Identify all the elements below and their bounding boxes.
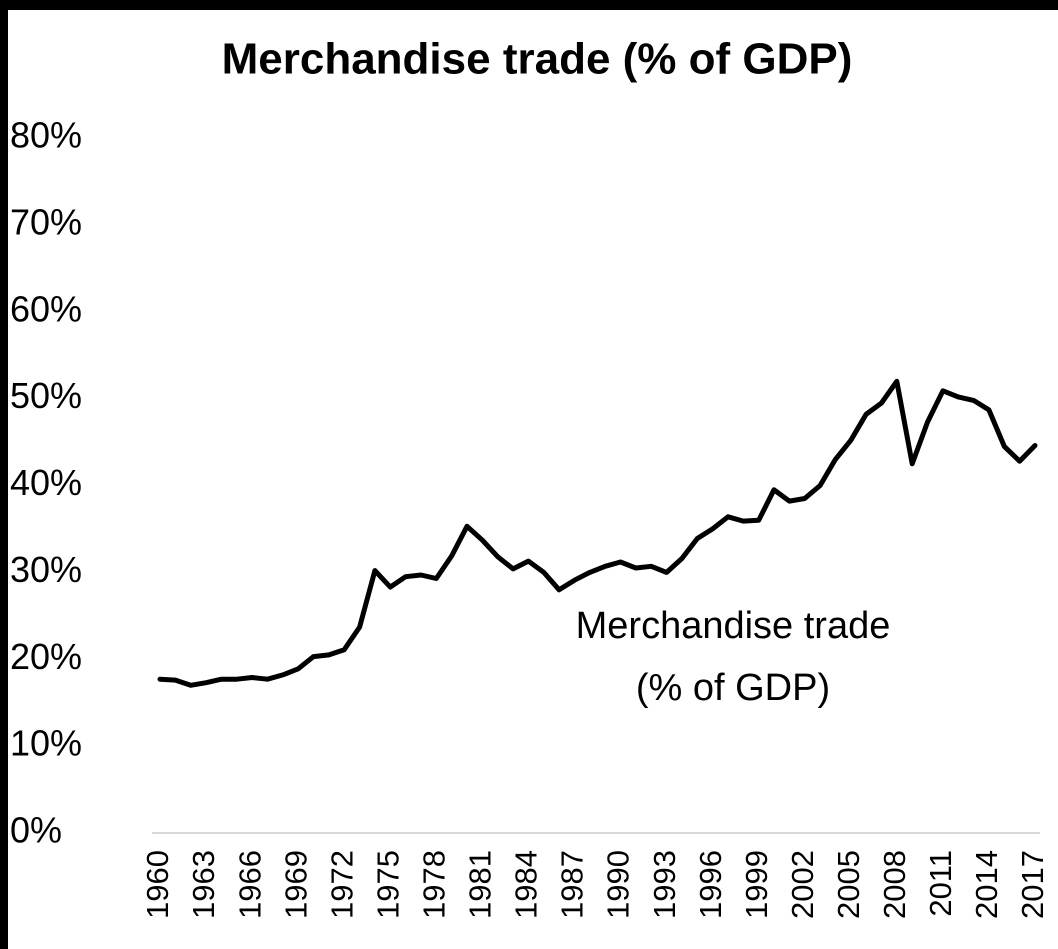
y-tick-label: 0%: [10, 810, 62, 851]
x-tick-label: 1969: [278, 850, 313, 919]
x-tick-label: 1987: [555, 850, 590, 919]
data-line: [157, 378, 1038, 688]
y-tick-label: 80%: [10, 115, 82, 156]
x-tick-label: 1993: [647, 850, 682, 919]
y-tick-label: 60%: [10, 288, 82, 329]
x-tick-label: 2002: [785, 850, 820, 919]
y-tick-label: 20%: [10, 636, 82, 677]
x-tick-label: 1990: [601, 850, 636, 919]
y-tick-label: 30%: [10, 549, 82, 590]
plot-background: [8, 10, 1058, 949]
x-tick-label: 2017: [1015, 850, 1050, 919]
x-tick-label: 1999: [739, 850, 774, 919]
y-tick-label: 10%: [10, 723, 82, 764]
x-tick-label: 1963: [186, 850, 221, 919]
x-tick-label: 2011: [923, 850, 958, 917]
x-tick-label: 1978: [417, 850, 452, 919]
x-tick-label: 1975: [370, 850, 405, 919]
x-tick-label: 1984: [509, 850, 544, 919]
x-tick-label: 1996: [693, 850, 728, 919]
x-tick-label: 1972: [324, 850, 359, 919]
y-tick-label: 50%: [10, 375, 82, 416]
x-tick-label: 1966: [232, 850, 267, 919]
x-tick-label: 2014: [969, 850, 1004, 919]
chart-title: Merchandise trade (% of GDP): [222, 35, 853, 84]
x-tick-label: 2008: [877, 850, 912, 919]
y-tick-label: 70%: [10, 201, 82, 242]
y-tick-label: 40%: [10, 462, 82, 503]
x-tick-label: 1981: [463, 850, 498, 919]
annotation: (% of GDP): [636, 667, 830, 709]
annotation: Merchandise trade: [576, 605, 891, 647]
x-tick-label: 2005: [831, 850, 866, 919]
x-tick-label: 1960: [140, 850, 175, 919]
